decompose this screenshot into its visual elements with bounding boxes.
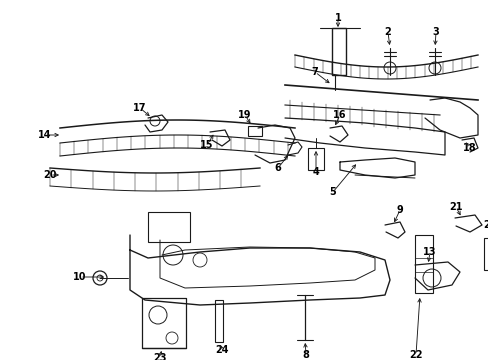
Text: 14: 14	[38, 130, 52, 140]
Text: 2: 2	[384, 27, 390, 37]
Text: 9: 9	[396, 205, 403, 215]
Text: 8: 8	[302, 350, 309, 360]
Text: 6: 6	[274, 163, 281, 173]
Text: 25: 25	[482, 220, 488, 230]
Text: 24: 24	[215, 345, 228, 355]
Bar	[247, 126, 262, 136]
Text: 18: 18	[462, 143, 476, 153]
Text: 23: 23	[153, 353, 166, 360]
Text: 19: 19	[238, 110, 251, 120]
Bar	[148, 212, 190, 242]
Text: 3: 3	[432, 27, 439, 37]
Bar	[331, 28, 346, 75]
Text: 1: 1	[334, 13, 341, 23]
Text: 20: 20	[43, 170, 57, 180]
Text: 7: 7	[311, 67, 318, 77]
Text: 4: 4	[312, 167, 319, 177]
Bar	[215, 300, 223, 342]
Text: 10: 10	[73, 272, 86, 282]
Text: 5: 5	[329, 187, 336, 197]
Text: 13: 13	[423, 247, 436, 257]
Bar	[483, 238, 488, 270]
Text: 15: 15	[200, 140, 213, 150]
Bar	[307, 148, 324, 170]
Text: 16: 16	[332, 110, 346, 120]
Text: 22: 22	[408, 350, 422, 360]
Text: 17: 17	[133, 103, 146, 113]
Text: 21: 21	[448, 202, 462, 212]
Bar	[414, 235, 432, 293]
